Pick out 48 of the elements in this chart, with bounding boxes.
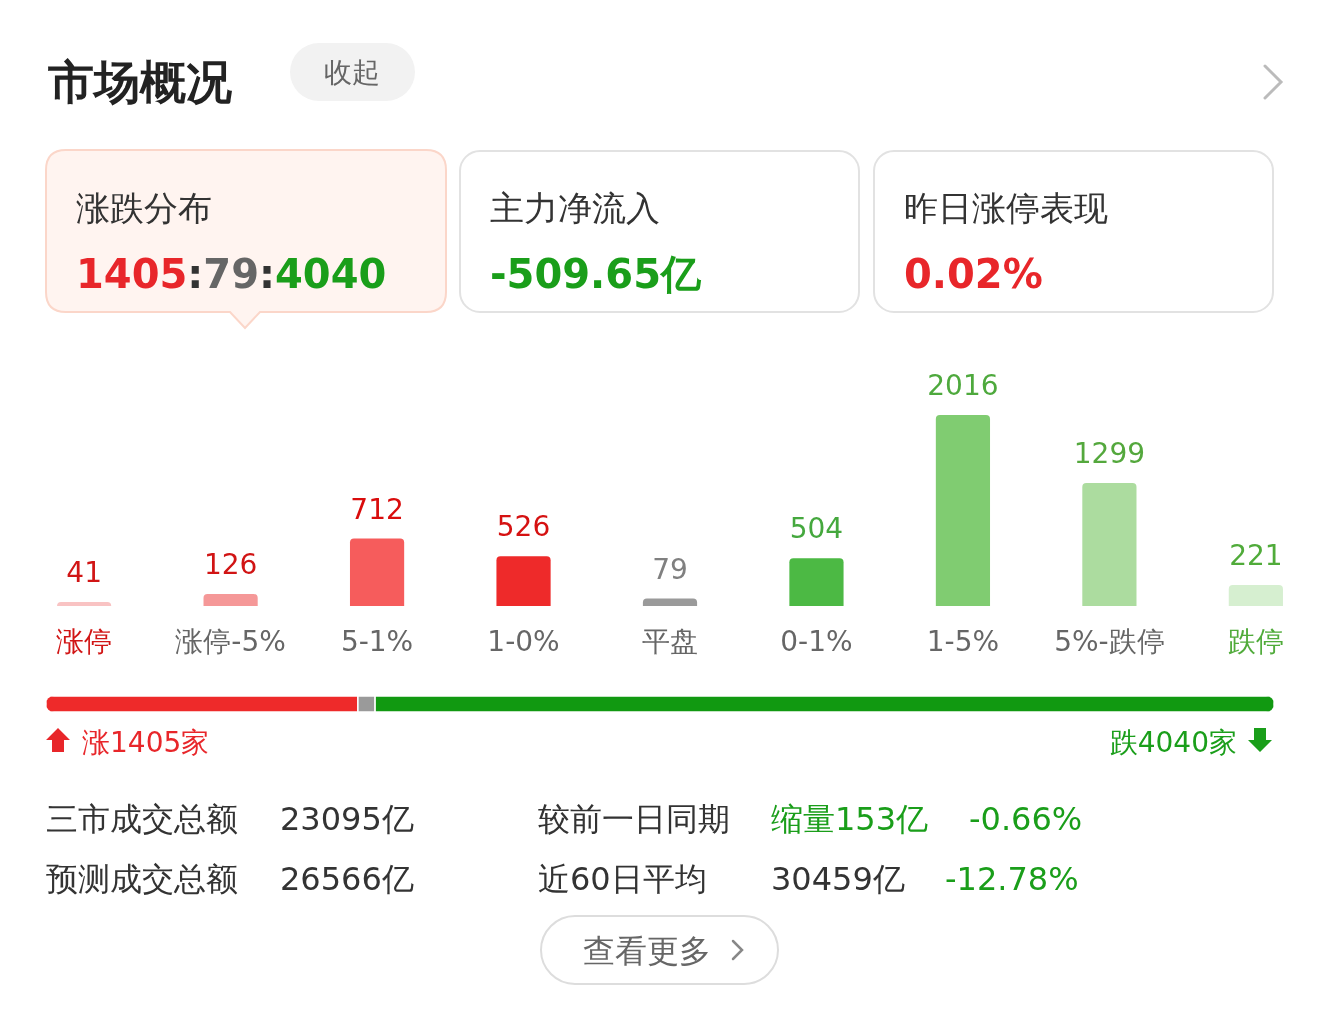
text: 较前一日同期 — [538, 800, 730, 838]
bar — [1228, 585, 1283, 606]
text: 26566亿 — [280, 860, 414, 898]
text: 三市成交总额 — [46, 800, 238, 838]
data-label: 79 — [652, 552, 688, 586]
data-label: 221 — [1229, 539, 1283, 573]
bar — [642, 598, 698, 606]
x-tick-label: 1-5% — [926, 625, 1000, 658]
text: 昨日涨停表现 — [904, 188, 1108, 228]
data-label: 1299 — [1073, 436, 1146, 470]
text: 收起 — [324, 56, 380, 89]
text: 近60日平均 — [538, 860, 707, 898]
text: 预测成交总额 — [46, 860, 238, 898]
text: 缩量153亿 — [771, 800, 929, 838]
bar — [935, 415, 991, 606]
text: -509.65亿 — [490, 251, 702, 297]
text: 涨1405家 — [82, 726, 210, 759]
bar — [1082, 482, 1137, 606]
text: 1405:79:4040 — [76, 251, 387, 297]
text: 查看更多 — [583, 932, 711, 970]
data-label: 126 — [203, 548, 258, 582]
data-label: 504 — [789, 512, 844, 546]
bar — [203, 594, 258, 606]
text: -0.66% — [969, 800, 1083, 838]
x-tick-label: 涨停-5% — [175, 625, 286, 658]
bar — [57, 602, 112, 607]
bar — [789, 558, 844, 606]
x-tick-label: 平盘 — [642, 625, 698, 658]
text: 涨跌分布 — [76, 188, 212, 228]
text: -12.78% — [945, 860, 1079, 898]
x-tick-label: 1-0% — [487, 625, 560, 658]
data-label: 2016 — [927, 369, 999, 402]
x-tick-label: 0-1% — [780, 625, 853, 658]
text: 跌4040家 — [1109, 726, 1237, 759]
data-label: 526 — [496, 510, 551, 544]
x-tick-label: 跌停 — [1227, 625, 1284, 658]
x-tick-label: 涨停 — [56, 625, 113, 658]
text: 主力净流入 — [490, 188, 660, 228]
bar — [496, 556, 551, 606]
text: 30459亿 — [771, 860, 905, 898]
x-tick-label: 5-1% — [340, 625, 414, 658]
chart-title: 市场概况 — [48, 55, 232, 109]
text: 0.02% — [904, 251, 1043, 297]
text: 23095亿 — [280, 800, 414, 838]
x-tick-label: 5%-跌停 — [1054, 625, 1165, 658]
data-label: 712 — [350, 492, 404, 526]
bar — [349, 538, 405, 606]
data-label: 41 — [66, 556, 102, 590]
